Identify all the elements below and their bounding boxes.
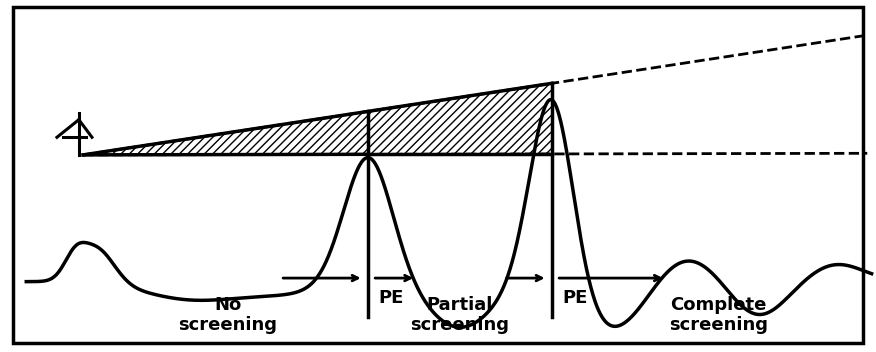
Text: Complete
screening: Complete screening <box>668 296 768 334</box>
Text: No
screening: No screening <box>178 296 278 334</box>
Text: PE: PE <box>378 289 404 307</box>
Text: Partial
screening: Partial screening <box>410 296 510 334</box>
Text: PE: PE <box>562 289 588 307</box>
